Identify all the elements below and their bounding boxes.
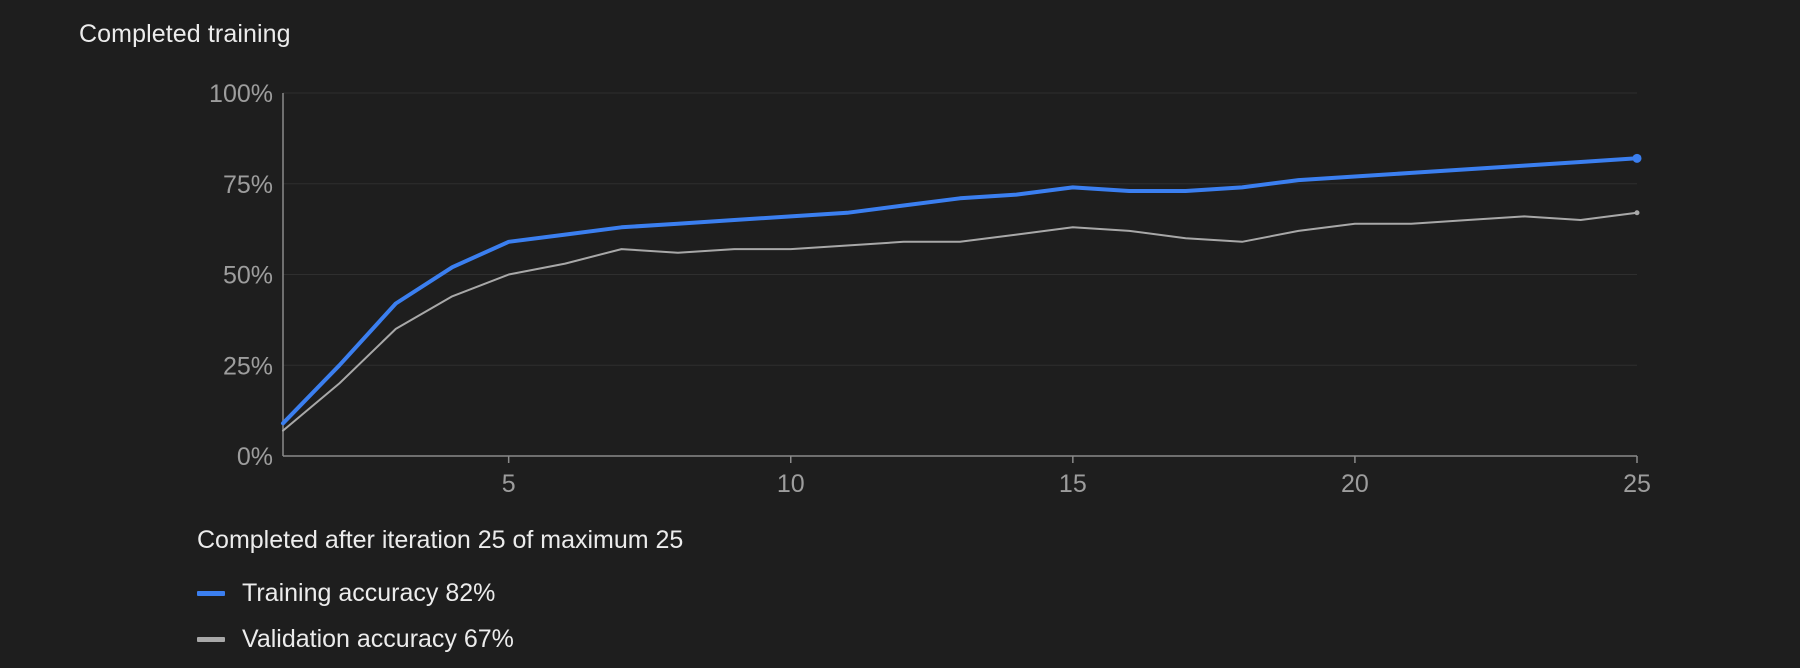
x-axis-ticks: 5 10 15 20 25 xyxy=(502,456,1651,498)
chart-gridlines xyxy=(283,92,1637,366)
y-tick-label: 0% xyxy=(237,443,273,471)
chart-legend: Training accuracy 82% Validation accurac… xyxy=(197,570,514,662)
page-title: Completed training xyxy=(79,20,291,48)
legend-swatch-training xyxy=(197,590,225,596)
y-tick-label: 25% xyxy=(223,352,273,380)
legend-item-training: Training accuracy 82% xyxy=(197,570,514,616)
legend-item-validation: Validation accuracy 67% xyxy=(197,616,514,662)
x-tick-label: 25 xyxy=(1623,470,1651,498)
validation-accuracy-line xyxy=(282,211,1638,432)
training-accuracy-line xyxy=(281,156,1639,426)
y-axis-ticks: 0% 25% 50% 75% 100% xyxy=(209,80,273,471)
validation-accuracy-end-point xyxy=(1634,210,1640,216)
legend-swatch-validation xyxy=(197,636,225,642)
x-tick-label: 10 xyxy=(777,470,805,498)
x-tick-label: 15 xyxy=(1059,470,1087,498)
y-tick-label: 75% xyxy=(223,171,273,199)
chart-series xyxy=(281,153,1642,432)
legend-label-training: Training accuracy 82% xyxy=(242,578,496,607)
y-tick-label: 100% xyxy=(209,80,273,108)
y-tick-label: 50% xyxy=(223,262,273,290)
training-accuracy-end-point xyxy=(1632,153,1642,163)
x-tick-label: 20 xyxy=(1341,470,1369,498)
legend-label-validation: Validation accuracy 67% xyxy=(242,624,514,653)
x-tick-label: 5 xyxy=(502,470,516,498)
training-status-text: Completed after iteration 25 of maximum … xyxy=(197,526,684,554)
